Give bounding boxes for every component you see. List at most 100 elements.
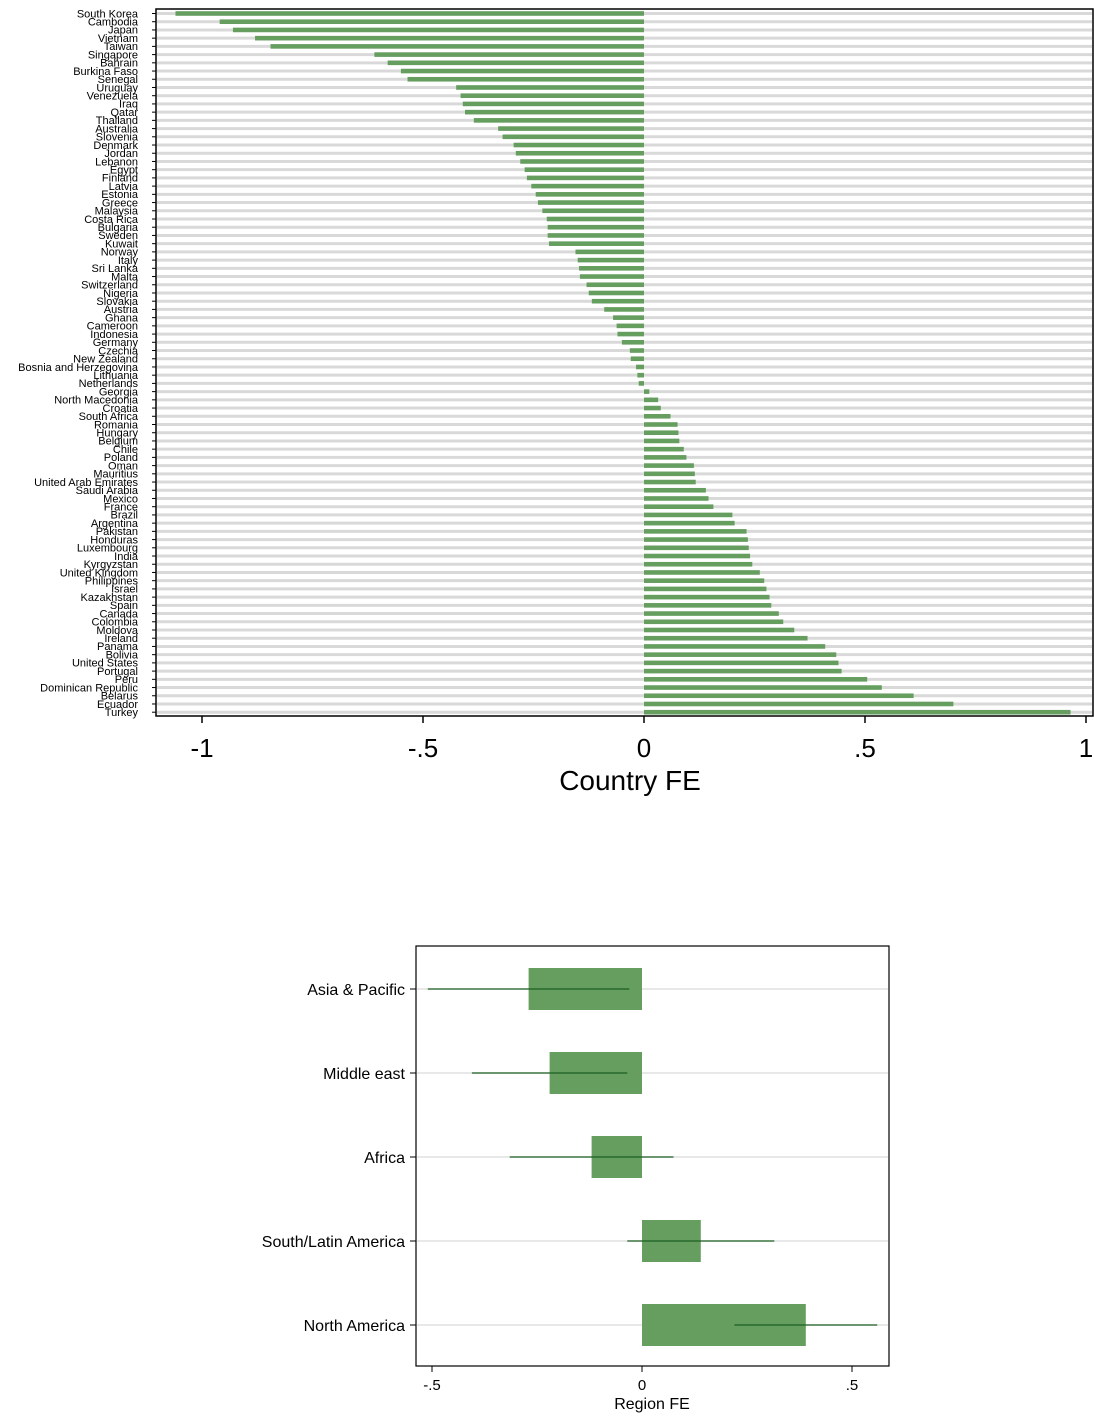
bar-egypt: [524, 167, 644, 172]
label-luxembourg: Luxembourg: [77, 543, 138, 555]
label-colombia: Colombia: [92, 617, 139, 629]
bar-ecuador: [644, 701, 954, 707]
label-slovakia: Slovakia: [96, 296, 138, 308]
bar-burkina-faso: [400, 68, 644, 74]
label-kazakhstan: Kazakhstan: [81, 592, 138, 604]
label-north-macedonia: North Macedonia: [54, 395, 139, 407]
label-hungary: Hungary: [96, 428, 138, 440]
label-new-zealand: New Zealand: [73, 354, 138, 366]
bar-singapore: [374, 52, 644, 57]
label-thailand: Thailand: [96, 115, 138, 127]
label-denmark: Denmark: [93, 140, 138, 152]
label-georgia: Georgia: [99, 386, 139, 398]
label-italy: Italy: [118, 255, 139, 267]
bar-dominican-republic: [644, 685, 882, 690]
bar-norway: [575, 249, 644, 255]
country-x-ticks: -1 -.5 0 .5 1: [190, 716, 1093, 763]
label-france: France: [104, 502, 138, 514]
label-ghana: Ghana: [105, 312, 139, 324]
bar-philippines: [644, 578, 765, 583]
xtick-label-1: -.5: [408, 733, 438, 763]
label-vietnam: Vietnam: [98, 33, 138, 45]
xtick-label-4: 1: [1079, 733, 1093, 763]
bar-mauritius: [644, 471, 695, 477]
bar-uruguay: [456, 85, 644, 90]
bar-switzerland: [586, 282, 644, 288]
region-labels: Asia & Pacific Middle east Africa South/Lat…: [262, 982, 416, 1335]
bar-bahrain: [387, 60, 644, 66]
bar-luxembourg: [644, 545, 749, 551]
label-canada: Canada: [99, 608, 138, 620]
bar-brazil: [644, 512, 733, 518]
label-saudi-arabia: Saudi Arabia: [76, 485, 139, 497]
bar-pakistan: [644, 529, 747, 534]
label-peru: Peru: [115, 674, 138, 686]
bar-senegal: [407, 76, 644, 82]
label-oman: Oman: [108, 460, 138, 472]
bar-poland: [644, 455, 687, 460]
bar-kyrgyzstan: [644, 561, 753, 567]
label-senegal: Senegal: [98, 74, 138, 86]
label-ireland: Ireland: [104, 633, 138, 645]
label-dominican-republic: Dominican Republic: [40, 682, 138, 694]
bar-iraq: [462, 101, 644, 107]
label-austria: Austria: [104, 304, 139, 316]
bar-finland: [526, 175, 644, 181]
bar-united-arab-emirates: [644, 479, 696, 485]
label-mauritius: Mauritius: [93, 469, 138, 481]
bar-mexico: [644, 496, 709, 501]
label-greece: Greece: [102, 197, 138, 209]
label-iraq: Iraq: [119, 99, 138, 111]
label-czechia: Czechia: [98, 345, 139, 357]
region-x-ticks: -.5 0 .5: [423, 1366, 858, 1394]
label-finland: Finland: [102, 173, 138, 185]
label-taiwan: Taiwan: [104, 41, 138, 53]
label-mexico: Mexico: [103, 493, 138, 505]
bar-portugal: [644, 668, 842, 674]
label-sweden: Sweden: [98, 230, 138, 242]
label-burkina-faso: Burkina Faso: [73, 66, 138, 78]
bar-greece: [537, 200, 644, 205]
label-brazil: Brazil: [110, 510, 138, 522]
xtick-label-2: .5: [846, 1377, 859, 1394]
bar-united-states: [644, 660, 839, 666]
label-moldova: Moldova: [96, 625, 138, 637]
region-x-axis-title: Region FE: [614, 1396, 690, 1413]
label-lithuania: Lithuania: [93, 370, 139, 382]
label-india: India: [114, 551, 139, 563]
xtick-label-0: -1: [190, 733, 213, 763]
label-north-america: North America: [304, 1318, 405, 1335]
bar-cameroon: [616, 323, 644, 329]
label-slovenia: Slovenia: [96, 132, 139, 144]
bar-honduras: [644, 537, 748, 542]
label-pakistan: Pakistan: [96, 526, 138, 538]
label-south-africa: South Africa: [79, 411, 139, 423]
bar-jordan: [515, 150, 644, 156]
bar-peru: [644, 677, 868, 682]
label-kuwait: Kuwait: [105, 238, 138, 250]
label-latvia: Latvia: [109, 181, 139, 193]
bar-oman: [644, 463, 694, 468]
label-egypt: Egypt: [110, 164, 138, 176]
bar-nigeria: [588, 290, 644, 296]
label-nigeria: Nigeria: [103, 288, 139, 300]
bar-italy: [577, 257, 644, 263]
label-bulgaria: Bulgaria: [98, 222, 139, 234]
country-bars: [175, 11, 1071, 715]
bar-spain: [644, 603, 772, 608]
bar-north-macedonia: [644, 397, 659, 403]
label-bahrain: Bahrain: [100, 58, 138, 70]
bar-kazakhstan: [644, 594, 770, 600]
bar-turkey: [644, 709, 1071, 715]
bar-netherlands: [638, 381, 644, 386]
label-panama: Panama: [97, 641, 139, 653]
label-bolivia: Bolivia: [106, 649, 139, 661]
bar-vietnam: [255, 35, 645, 41]
bar-estonia: [535, 192, 644, 197]
label-united-arab-emirates: United Arab Emirates: [34, 477, 138, 489]
bar-georgia: [644, 389, 650, 394]
bar-moldova: [644, 627, 795, 633]
label-indonesia: Indonesia: [90, 329, 139, 341]
bar-cambodia: [219, 19, 644, 25]
